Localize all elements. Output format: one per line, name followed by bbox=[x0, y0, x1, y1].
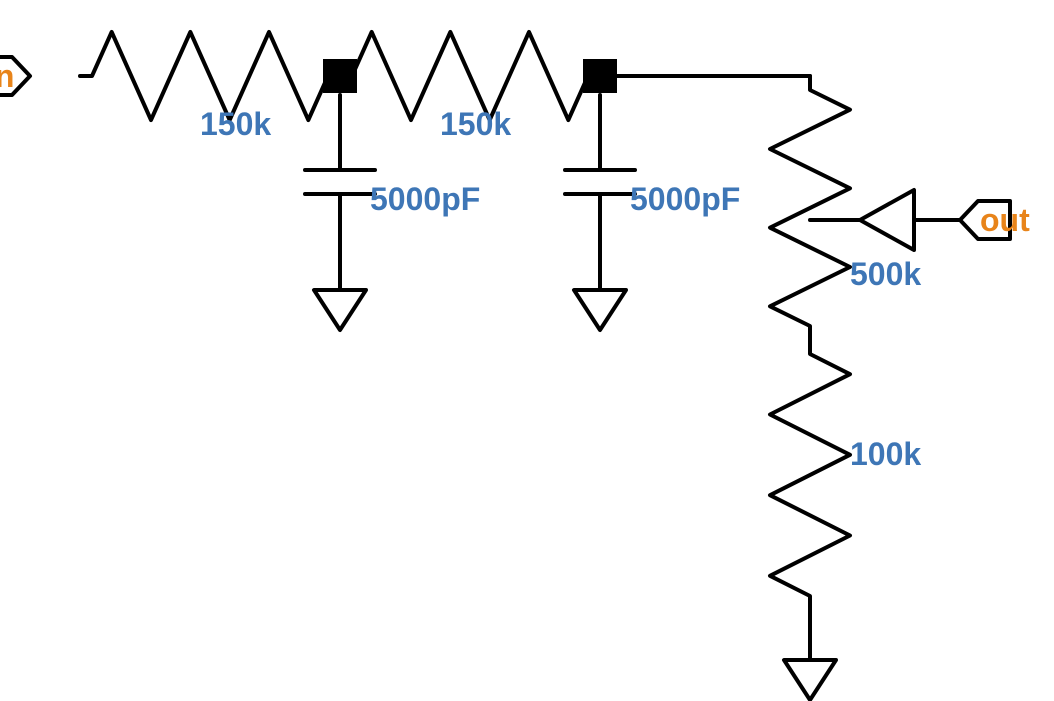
ground-g3 bbox=[784, 660, 836, 700]
port-in-label: in bbox=[0, 58, 14, 94]
label-r1: 150k bbox=[200, 106, 271, 142]
ground-g2 bbox=[574, 290, 626, 330]
label-r4: 100k bbox=[850, 436, 921, 472]
ground-g1 bbox=[314, 290, 366, 330]
node-n2 bbox=[583, 59, 617, 93]
label-r3: 500k bbox=[850, 256, 921, 292]
resistor-r3 bbox=[770, 76, 850, 340]
label-r2: 150k bbox=[440, 106, 511, 142]
label-c1: 5000pF bbox=[370, 181, 480, 217]
resistor-r4 bbox=[770, 340, 850, 610]
node-n1 bbox=[323, 59, 357, 93]
port-out-label: out bbox=[980, 202, 1030, 238]
label-c2: 5000pF bbox=[630, 181, 740, 217]
buffer-amp bbox=[860, 190, 914, 250]
circuit-schematic: in out 150k 150k 5000pF 5000pF 500k 100k bbox=[0, 0, 1054, 701]
